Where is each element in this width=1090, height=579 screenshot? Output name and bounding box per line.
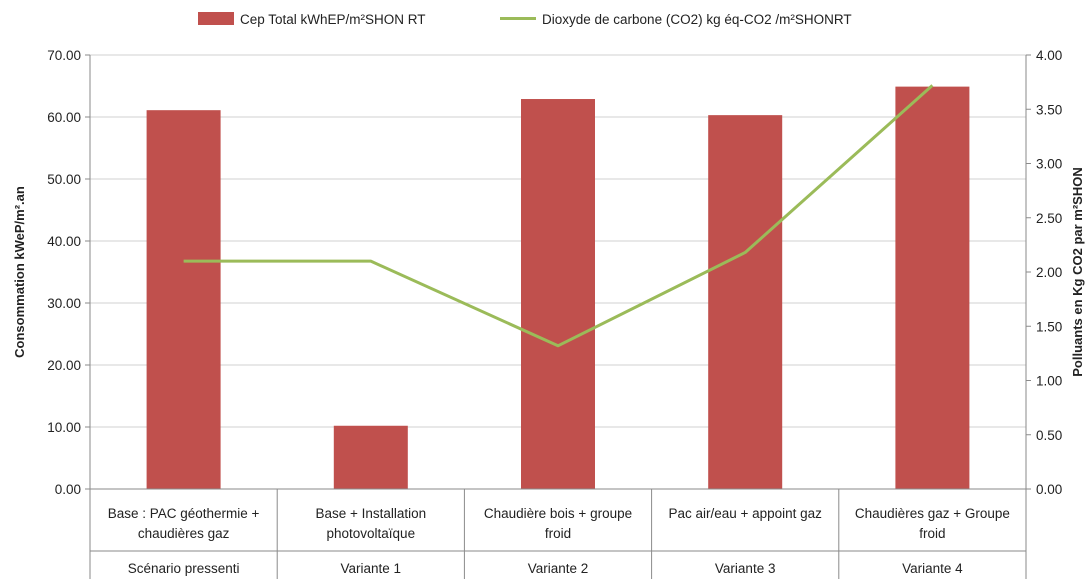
y-tick-label: 60.00: [47, 110, 81, 125]
group-label: Variante 3: [715, 561, 776, 576]
category-label-line: froid: [919, 526, 945, 541]
y-tick-label: 10.00: [47, 420, 81, 435]
category-label-line: Base : PAC géothermie +: [108, 506, 260, 521]
bar: [895, 86, 970, 490]
category-label-line: chaudières gaz: [138, 526, 230, 541]
y-axis-right-ticks: 0.00 0.50 1.00 1.50 2.00 2.50 3.00 3.50 4.00: [1026, 48, 1062, 497]
y2-tick-label: 0.50: [1036, 428, 1062, 443]
category-label-line: Pac air/eau + appoint gaz: [668, 506, 822, 521]
y-axis-left-title: Consommation kWeP/m².an: [12, 186, 27, 358]
co2-line: [183, 84, 934, 348]
group-label: Variante 1: [341, 561, 402, 576]
x-axis-categories: Base : PAC géothermie + chaudières gazBas…: [108, 506, 1010, 576]
y2-tick-label: 0.00: [1036, 482, 1062, 497]
group-label: Variante 4: [902, 561, 963, 576]
category-label-line: Chaudière bois + groupe: [484, 506, 632, 521]
bar: [146, 110, 221, 490]
y-tick-label: 50.00: [47, 172, 81, 187]
y-axis-left-ticks: 0.00 10.00 20.00 30.00 40.00 50.00 60.00 70.00: [47, 48, 90, 497]
y2-tick-label: 2.50: [1036, 211, 1062, 226]
y-tick-label: 20.00: [47, 358, 81, 373]
bar: [708, 115, 783, 489]
bar: [521, 99, 595, 490]
group-label: Scénario pressenti: [128, 561, 240, 576]
group-label: Variante 2: [528, 561, 589, 576]
category-label-line: froid: [545, 526, 571, 541]
category-label: Pac air/eau + appoint gaz: [668, 506, 822, 521]
category-label-line: Chaudières gaz + Groupe: [855, 506, 1010, 521]
y2-tick-label: 1.50: [1036, 319, 1062, 334]
category-label-line: Base + Installation: [315, 506, 426, 521]
y-tick-label: 30.00: [47, 296, 81, 311]
legend-swatch-bar: [198, 12, 234, 25]
y2-tick-label: 2.00: [1036, 265, 1062, 280]
y-tick-label: 40.00: [47, 234, 81, 249]
legend: Cep Total kWhEP/m²SHON RT Dioxyde de carb…: [198, 12, 852, 27]
bar-series: [146, 86, 970, 490]
category-label: Base + Installation photovoltaïque: [315, 506, 426, 541]
y-axis-right-title: Polluants en Kg CO2 par m²SHON: [1070, 167, 1085, 376]
legend-label-bar: Cep Total kWhEP/m²SHON RT: [240, 12, 426, 27]
category-label: Chaudière bois + groupe froid: [484, 506, 632, 541]
category-label: Base : PAC géothermie + chaudières gaz: [108, 506, 260, 541]
y2-tick-label: 4.00: [1036, 48, 1062, 63]
y2-tick-label: 3.50: [1036, 102, 1062, 117]
y-tick-label: 0.00: [55, 482, 81, 497]
bar: [333, 425, 408, 489]
category-label: Chaudières gaz + Groupe froid: [855, 506, 1010, 541]
y2-tick-label: 3.00: [1036, 157, 1062, 172]
y-tick-label: 70.00: [47, 48, 81, 63]
y2-tick-label: 1.00: [1036, 374, 1062, 389]
legend-label-line: Dioxyde de carbone (CO2) kg éq-CO2 /m²SH…: [542, 12, 852, 27]
line-series: [183, 84, 934, 348]
axes: [89, 55, 1027, 579]
category-label-line: photovoltaïque: [327, 526, 416, 541]
